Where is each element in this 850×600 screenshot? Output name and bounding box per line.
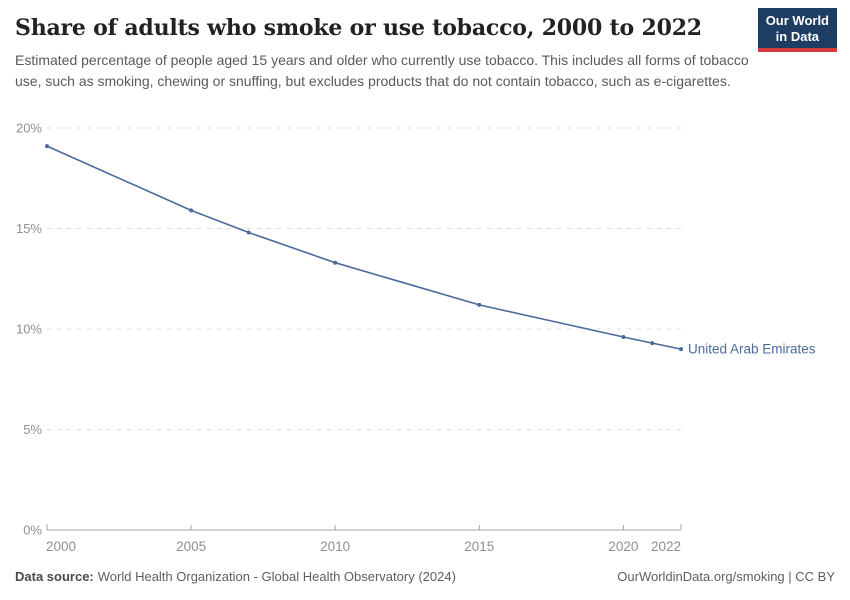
logo-line2: in Data — [775, 29, 820, 44]
credit-link[interactable]: OurWorldinData.org/smoking | CC BY — [617, 569, 835, 584]
data-point-2005[interactable] — [189, 208, 194, 213]
data-point-2015[interactable] — [477, 302, 482, 307]
data-point-2000[interactable] — [45, 144, 49, 149]
y-axis-tick-label: 5% — [23, 422, 42, 437]
data-point-2021[interactable] — [650, 341, 655, 346]
x-axis-tick-label: 2022 — [651, 539, 681, 554]
x-axis-tick-label: 2020 — [608, 539, 638, 554]
data-point-2020[interactable] — [621, 335, 626, 339]
y-axis-tick-label: 20% — [16, 121, 42, 136]
chart-subtitle: Estimated percentage of people aged 15 y… — [15, 52, 749, 89]
series-label[interactable]: United Arab Emirates — [688, 342, 816, 357]
chart-footer: Data source: World Health Organization - … — [15, 569, 835, 584]
data-source: Data source: World Health Organization - … — [15, 569, 456, 584]
x-axis-tick-label: 2005 — [176, 539, 206, 554]
x-axis-tick-label: 2000 — [46, 539, 76, 554]
data-point-2007[interactable] — [246, 230, 251, 235]
y-axis-tick-label: 0% — [23, 523, 42, 538]
owid-logo[interactable]: Our World in Data — [757, 8, 837, 52]
trend-line[interactable] — [46, 145, 682, 350]
y-axis-tick-label: 15% — [16, 221, 42, 236]
data-point-2010[interactable] — [333, 260, 338, 265]
x-axis-tick-label: 2015 — [464, 539, 494, 554]
page-title: Share of adults who smoke or use tobacco… — [15, 15, 702, 41]
data-source-label: Data source: — [15, 569, 94, 584]
data-source-value: World Health Organization - Global Healt… — [97, 569, 456, 584]
y-axis-tick-label: 10% — [16, 322, 42, 337]
chart-header: Share of adults who smoke or use tobacco… — [0, 0, 850, 92]
logo-line1: Our World — [765, 13, 829, 28]
x-axis-tick-label: 2010 — [320, 539, 350, 554]
data-point-2022[interactable] — [679, 347, 683, 352]
